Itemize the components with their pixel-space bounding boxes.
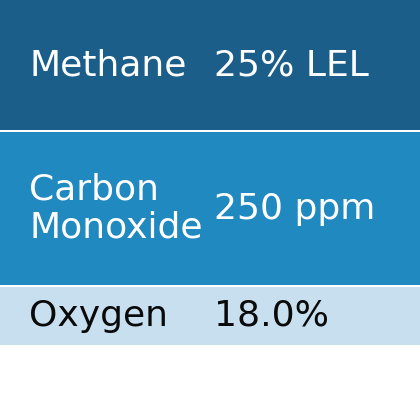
Text: Methane: Methane [29, 48, 187, 82]
Text: 250 ppm: 250 ppm [214, 192, 375, 226]
Bar [0, 0, 420, 130]
Bar [0, 132, 420, 285]
Text: Carbon
Monoxide: Carbon Monoxide [29, 173, 203, 244]
Text: 25% LEL: 25% LEL [214, 48, 369, 82]
Bar [0, 287, 420, 345]
Text: 18.0%: 18.0% [214, 299, 329, 333]
Text: Oxygen: Oxygen [29, 299, 168, 333]
